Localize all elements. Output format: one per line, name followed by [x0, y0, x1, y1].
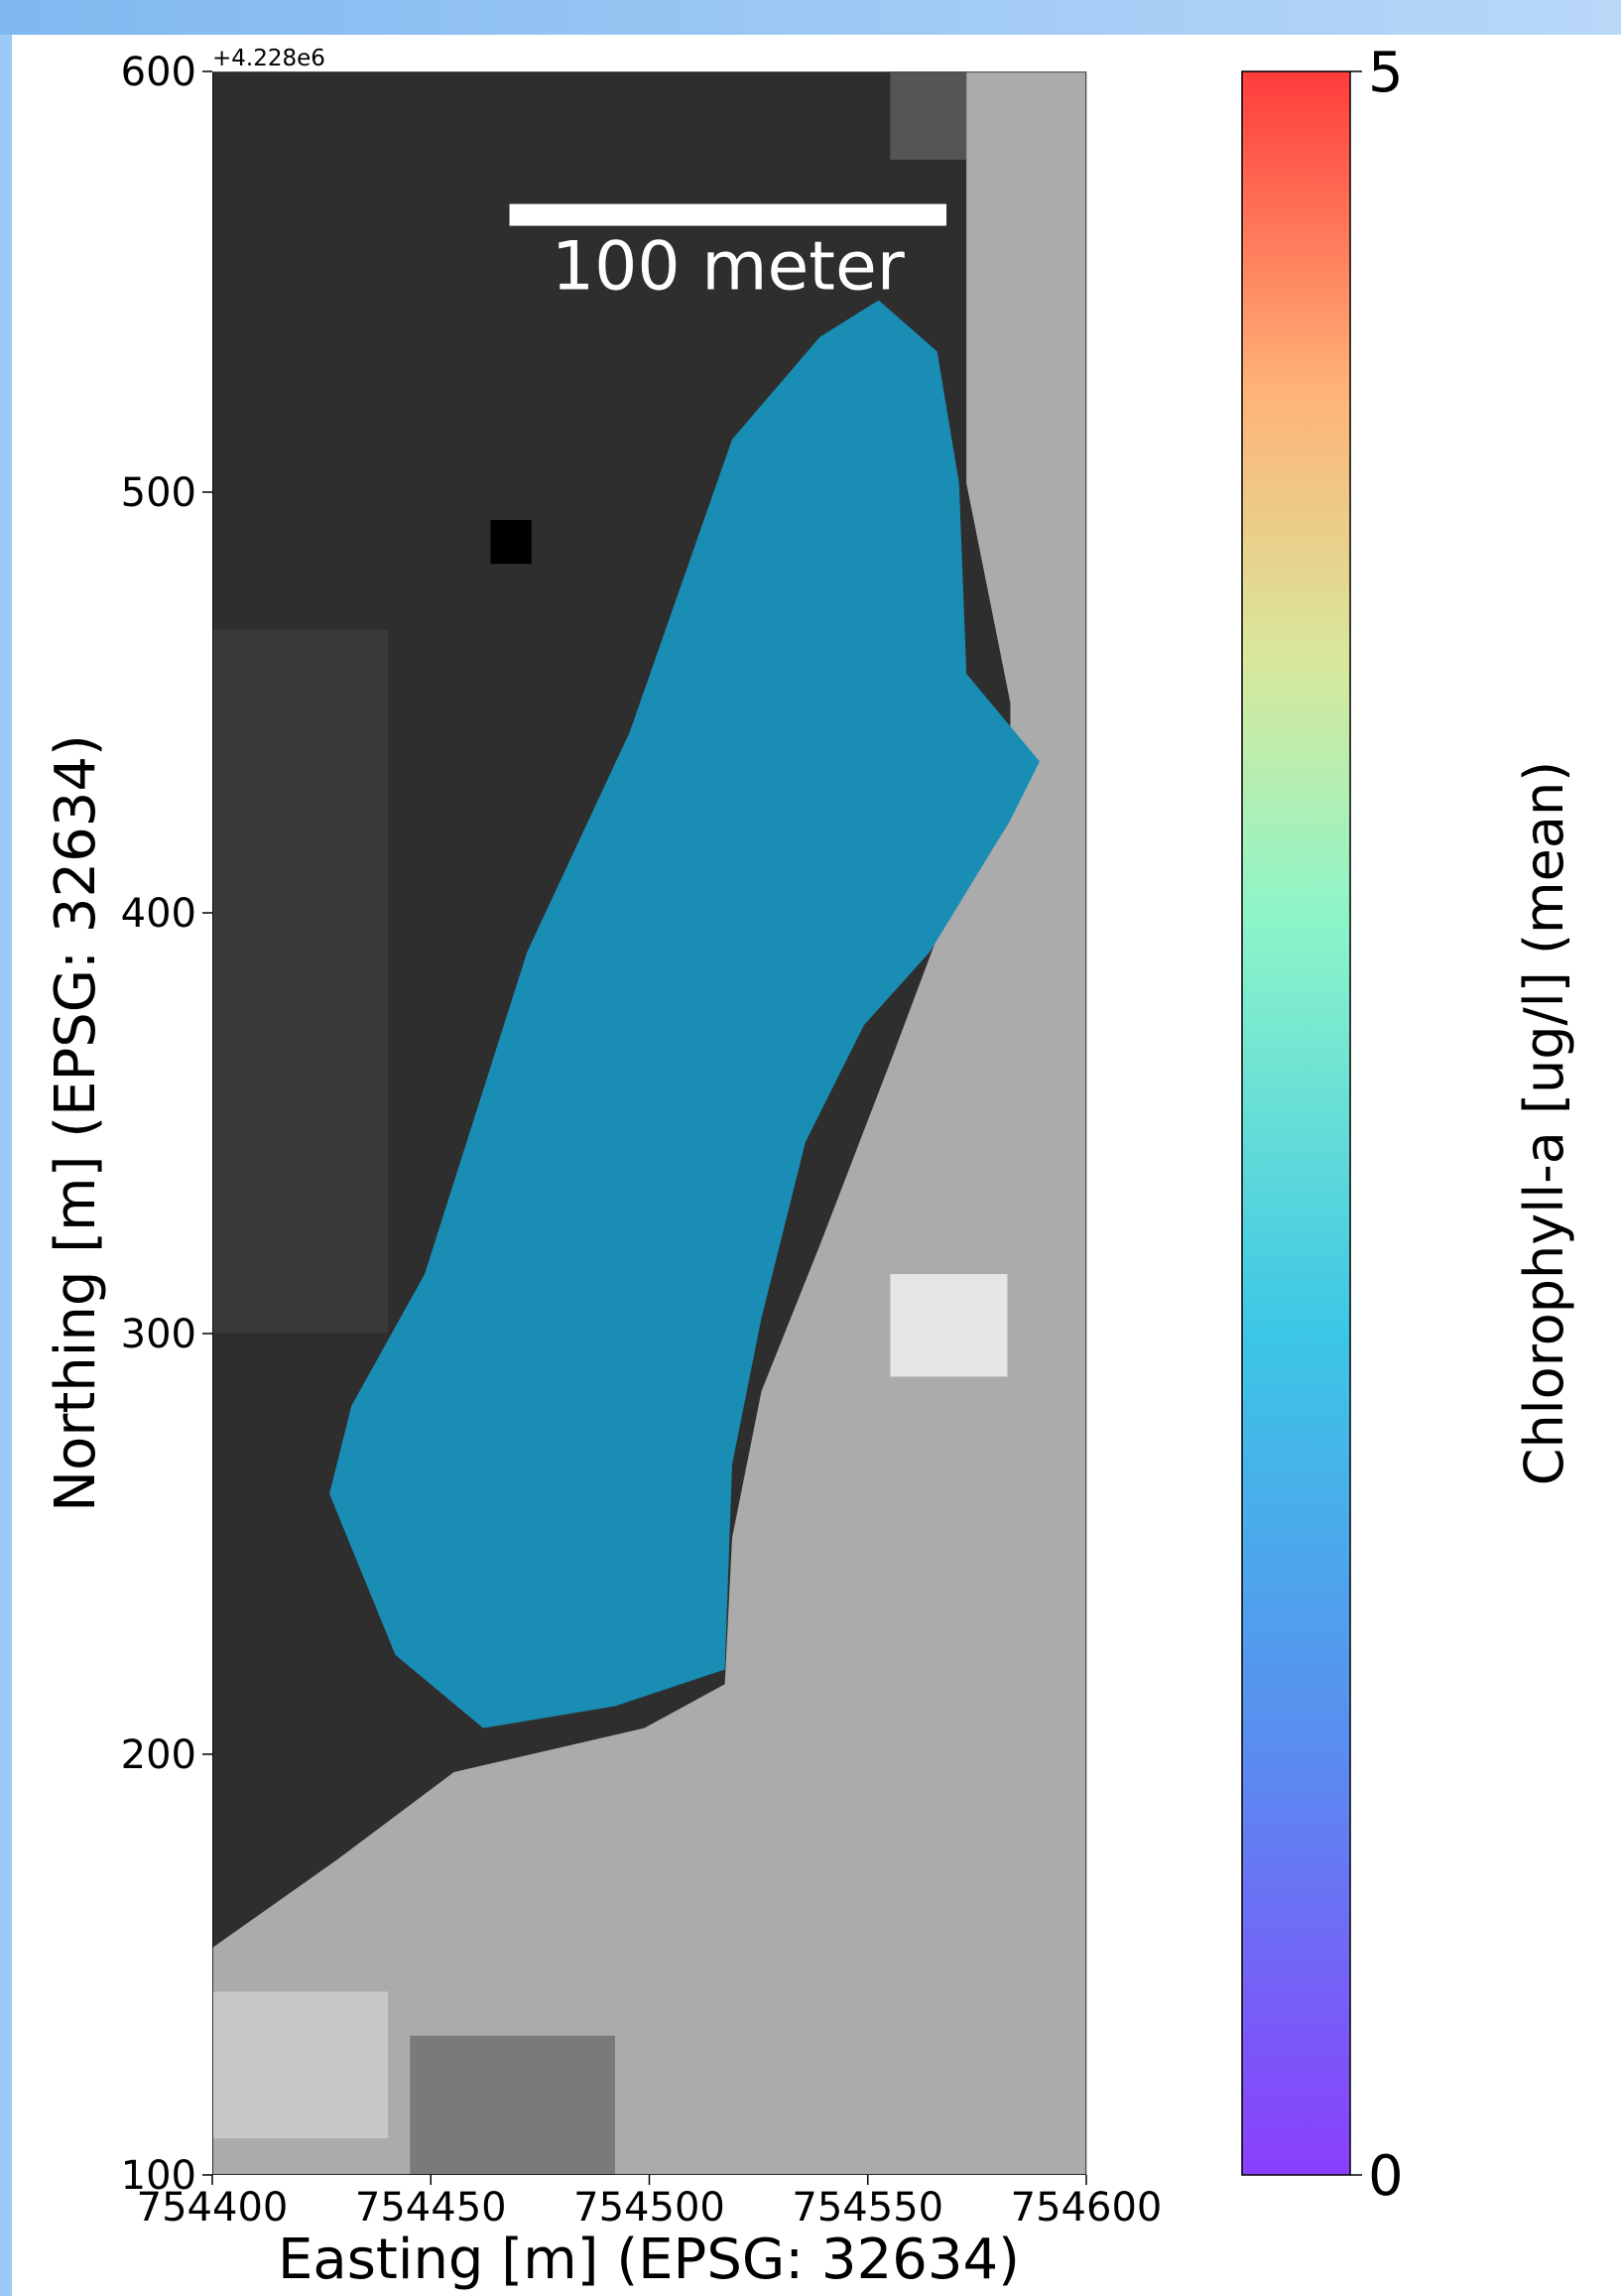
- map-image: [212, 71, 1087, 2175]
- y-tick-label: 500: [121, 470, 196, 516]
- colorbar: [1241, 70, 1351, 2176]
- window-border: [0, 35, 12, 2296]
- colorbar-tick-label: 5: [1368, 41, 1404, 105]
- x-tick-label: 754550: [792, 2185, 943, 2231]
- y-tick-label: 200: [121, 1732, 196, 1778]
- y-axis-label: Northing [m] (EPSG: 32634): [44, 734, 108, 1512]
- x-tick-label: 754450: [355, 2185, 507, 2231]
- x-axis-label: Easting [m] (EPSG: 32634): [278, 2228, 1020, 2292]
- y-tick-label: 300: [121, 1312, 196, 1357]
- bright-land: [212, 71, 1087, 2175]
- colorbar-label: Chlorophyll-a [ug/l] (mean): [1513, 761, 1575, 1486]
- dark-land-patch: [890, 71, 967, 160]
- x-tick-label: 754600: [1011, 2185, 1163, 2231]
- y-tick-label: 600: [121, 50, 196, 95]
- y-tick-label: 400: [121, 891, 196, 937]
- water-body: [329, 300, 1040, 1728]
- gray-patch: [212, 1991, 389, 2138]
- offset-label: +4.228e6: [212, 46, 325, 71]
- scale-bar-label: 100 meter: [552, 228, 905, 307]
- scale-bar: [509, 203, 947, 226]
- dark-land-patch: [212, 629, 389, 1334]
- window-bar: [0, 0, 1621, 35]
- x-tick-label: 754500: [573, 2185, 725, 2231]
- y-tick-label: 100: [121, 2153, 196, 2199]
- dark-pixel: [490, 519, 532, 565]
- gray-patch: [410, 2035, 615, 2175]
- x-tick-label: 754400: [137, 2185, 289, 2231]
- bright-patch: [890, 1274, 1008, 1377]
- colorbar-tick-label: 0: [1368, 2144, 1404, 2209]
